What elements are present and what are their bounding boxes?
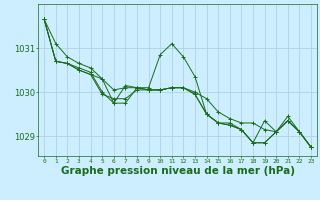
X-axis label: Graphe pression niveau de la mer (hPa): Graphe pression niveau de la mer (hPa)	[60, 166, 295, 176]
